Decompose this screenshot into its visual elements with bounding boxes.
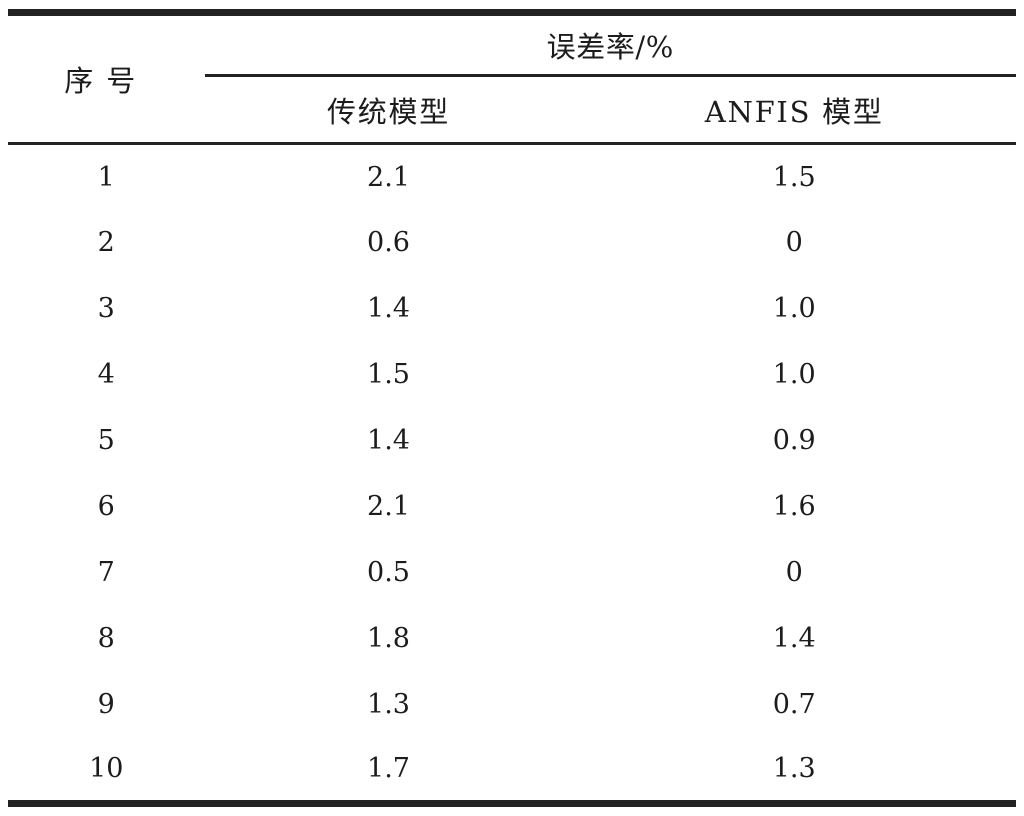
error-rate-comparison-table: 序号 误差率/% 传统模型 ANFIS 模型 1 2.1 1.5 2 0.6 0… xyxy=(8,9,1016,807)
column-header-anfis-model: ANFIS 模型 xyxy=(572,75,1016,145)
cell-anfis-value: 1.3 xyxy=(772,753,816,785)
cell-traditional-value: 1.7 xyxy=(367,753,410,785)
cell-anfis-value: 0.7 xyxy=(772,689,816,720)
cell-serial-number: 3 xyxy=(97,293,115,324)
cell-anfis-value: 1.5 xyxy=(772,161,816,193)
cell-serial-number: 8 xyxy=(97,623,115,654)
table-header: 序号 误差率/% 传统模型 ANFIS 模型 xyxy=(8,12,1016,145)
cell-serial-number: 4 xyxy=(97,359,115,390)
table-row: 2 0.6 0 xyxy=(8,210,1016,276)
cell-anfis-value: 0 xyxy=(785,227,803,258)
cell-traditional-value: 1.3 xyxy=(367,689,410,720)
table-row: 5 1.4 0.9 xyxy=(8,408,1016,474)
cell-anfis-value: 0.9 xyxy=(772,425,816,456)
cell-anfis-value: 0 xyxy=(785,557,803,588)
cell-traditional-value: 0.5 xyxy=(367,557,410,588)
column-header-serial-number: 序号 xyxy=(8,12,205,145)
cell-serial-number: 5 xyxy=(97,425,115,456)
table-row: 9 1.3 0.7 xyxy=(8,672,1016,738)
subheader-row: 传统模型 ANFIS 模型 xyxy=(8,75,1016,145)
cell-serial-number: 2 xyxy=(97,227,115,258)
cell-anfis-value: 1.0 xyxy=(772,359,816,390)
cell-traditional-value: 1.5 xyxy=(367,359,410,390)
table-row: 6 2.1 1.6 xyxy=(8,474,1016,540)
column-group-header-error-rate: 误差率/% xyxy=(204,12,1016,77)
cell-anfis-value: 1.4 xyxy=(772,623,816,654)
cell-traditional-value: 1.4 xyxy=(367,293,410,324)
group-header-row: 序号 误差率/% xyxy=(8,12,1016,145)
cell-traditional-value: 1.4 xyxy=(367,425,410,456)
cell-serial-number: 1 xyxy=(97,161,115,193)
column-header-traditional-model: 传统模型 xyxy=(204,75,573,145)
table-row: 8 1.8 1.4 xyxy=(8,606,1016,672)
cell-serial-number: 6 xyxy=(97,491,115,522)
cell-traditional-value: 2.1 xyxy=(367,161,410,193)
cell-serial-number: 10 xyxy=(89,753,124,785)
cell-traditional-value: 0.6 xyxy=(367,227,410,258)
table-row: 3 1.4 1.0 xyxy=(8,276,1016,342)
table-row: 7 0.5 0 xyxy=(8,540,1016,606)
table-row: 4 1.5 1.0 xyxy=(8,342,1016,408)
table-row: 1 2.1 1.5 xyxy=(8,144,1016,210)
table-body: 1 2.1 1.5 2 0.6 0 3 1.4 1.0 4 1.5 1.0 5 xyxy=(8,144,1016,804)
cell-serial-number: 7 xyxy=(97,557,115,588)
cell-anfis-value: 1.6 xyxy=(772,491,816,522)
table-row: 10 1.7 1.3 xyxy=(8,738,1016,804)
cell-anfis-value: 1.0 xyxy=(772,293,816,324)
cell-serial-number: 9 xyxy=(97,689,115,720)
cell-traditional-value: 2.1 xyxy=(367,491,410,522)
cell-traditional-value: 1.8 xyxy=(367,623,410,654)
